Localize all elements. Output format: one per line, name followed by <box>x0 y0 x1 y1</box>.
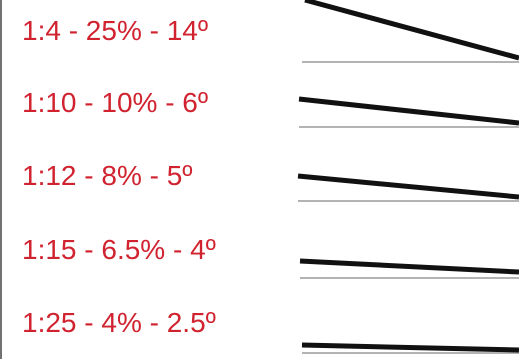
slope-label-1-4: 1:4 - 25% - 14º <box>22 15 209 46</box>
slope-line-1-4 <box>304 0 519 61</box>
slope-label-1-12: 1:12 - 8% - 5º <box>22 160 193 191</box>
slope-line-1-25 <box>301 342 519 353</box>
slope-line-1-10 <box>298 96 519 126</box>
slope-line-1-15 <box>299 258 519 275</box>
slope-label-1-25: 1:25 - 4% - 2.5º <box>22 307 216 338</box>
slope-label-1-10: 1:10 - 10% - 6º <box>22 87 209 118</box>
slope-label-1-15: 1:15 - 6.5% - 4º <box>22 234 216 265</box>
slope-line-1-12 <box>297 173 519 200</box>
